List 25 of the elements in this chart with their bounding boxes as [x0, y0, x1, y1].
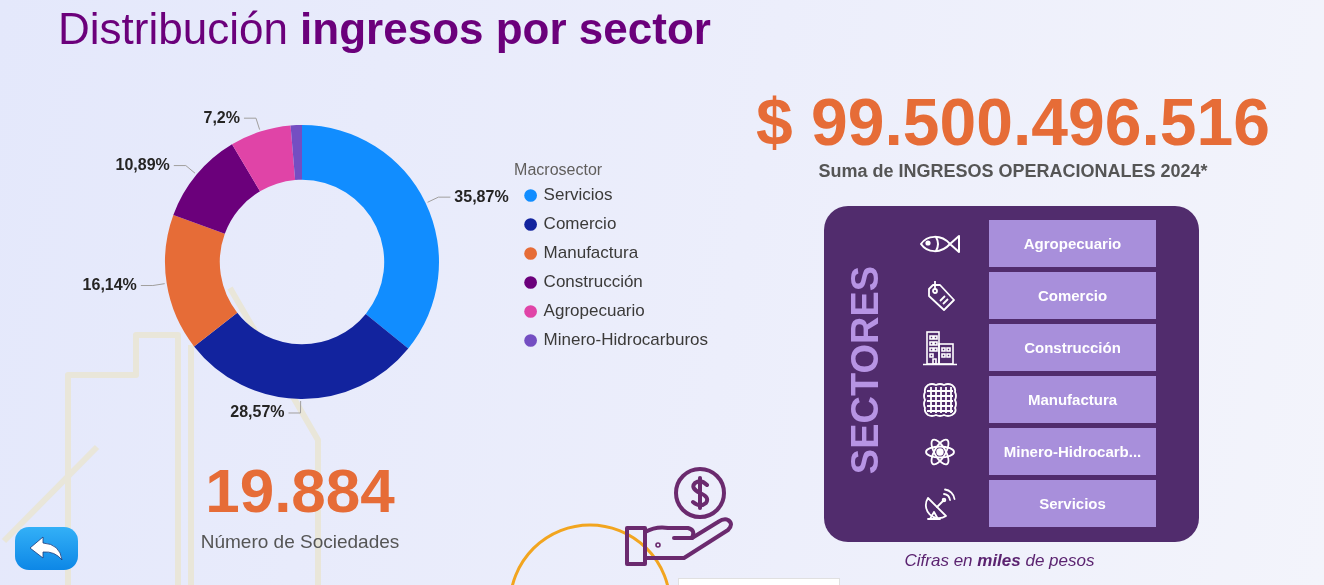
legend-title: Macrosector: [514, 161, 603, 179]
category-label: Manufactura: [989, 376, 1156, 423]
chart-title: Distribución ingresos por sector: [58, 4, 711, 53]
data-label: 7,2%: [203, 108, 240, 126]
text: Suma de INGRESOS OPERACIONALES 2024*: [817, 160, 1209, 182]
data-label: 10,89%: [115, 155, 170, 173]
category-label: Construcción: [989, 324, 1156, 371]
category-label: Servicios: [989, 480, 1156, 527]
text: SECTORES: [844, 265, 886, 475]
text: 19.884: [204, 455, 396, 527]
data-label: 28,57%: [230, 403, 285, 421]
legend-label: Servicios: [543, 185, 613, 205]
legend-label: Comercio: [543, 214, 617, 234]
legend-label: Minero-Hidrocarburos: [543, 330, 708, 350]
text: Cifras en miles de pesos: [904, 551, 1095, 570]
data-label: 16,14%: [82, 275, 137, 293]
category-label: Comercio: [989, 272, 1156, 319]
text: $ 99.500.496.516: [755, 84, 1271, 160]
data-label: 35,87%: [454, 187, 509, 205]
legend-label: Manufactura: [543, 243, 639, 263]
category-label: Minero-Hidrocarb...: [989, 428, 1156, 475]
text: Número de Sociedades: [199, 531, 401, 553]
legend-label: Agropecuario: [543, 301, 645, 321]
legend-label: Construcción: [543, 272, 643, 292]
category-label: Agropecuario: [989, 220, 1156, 267]
